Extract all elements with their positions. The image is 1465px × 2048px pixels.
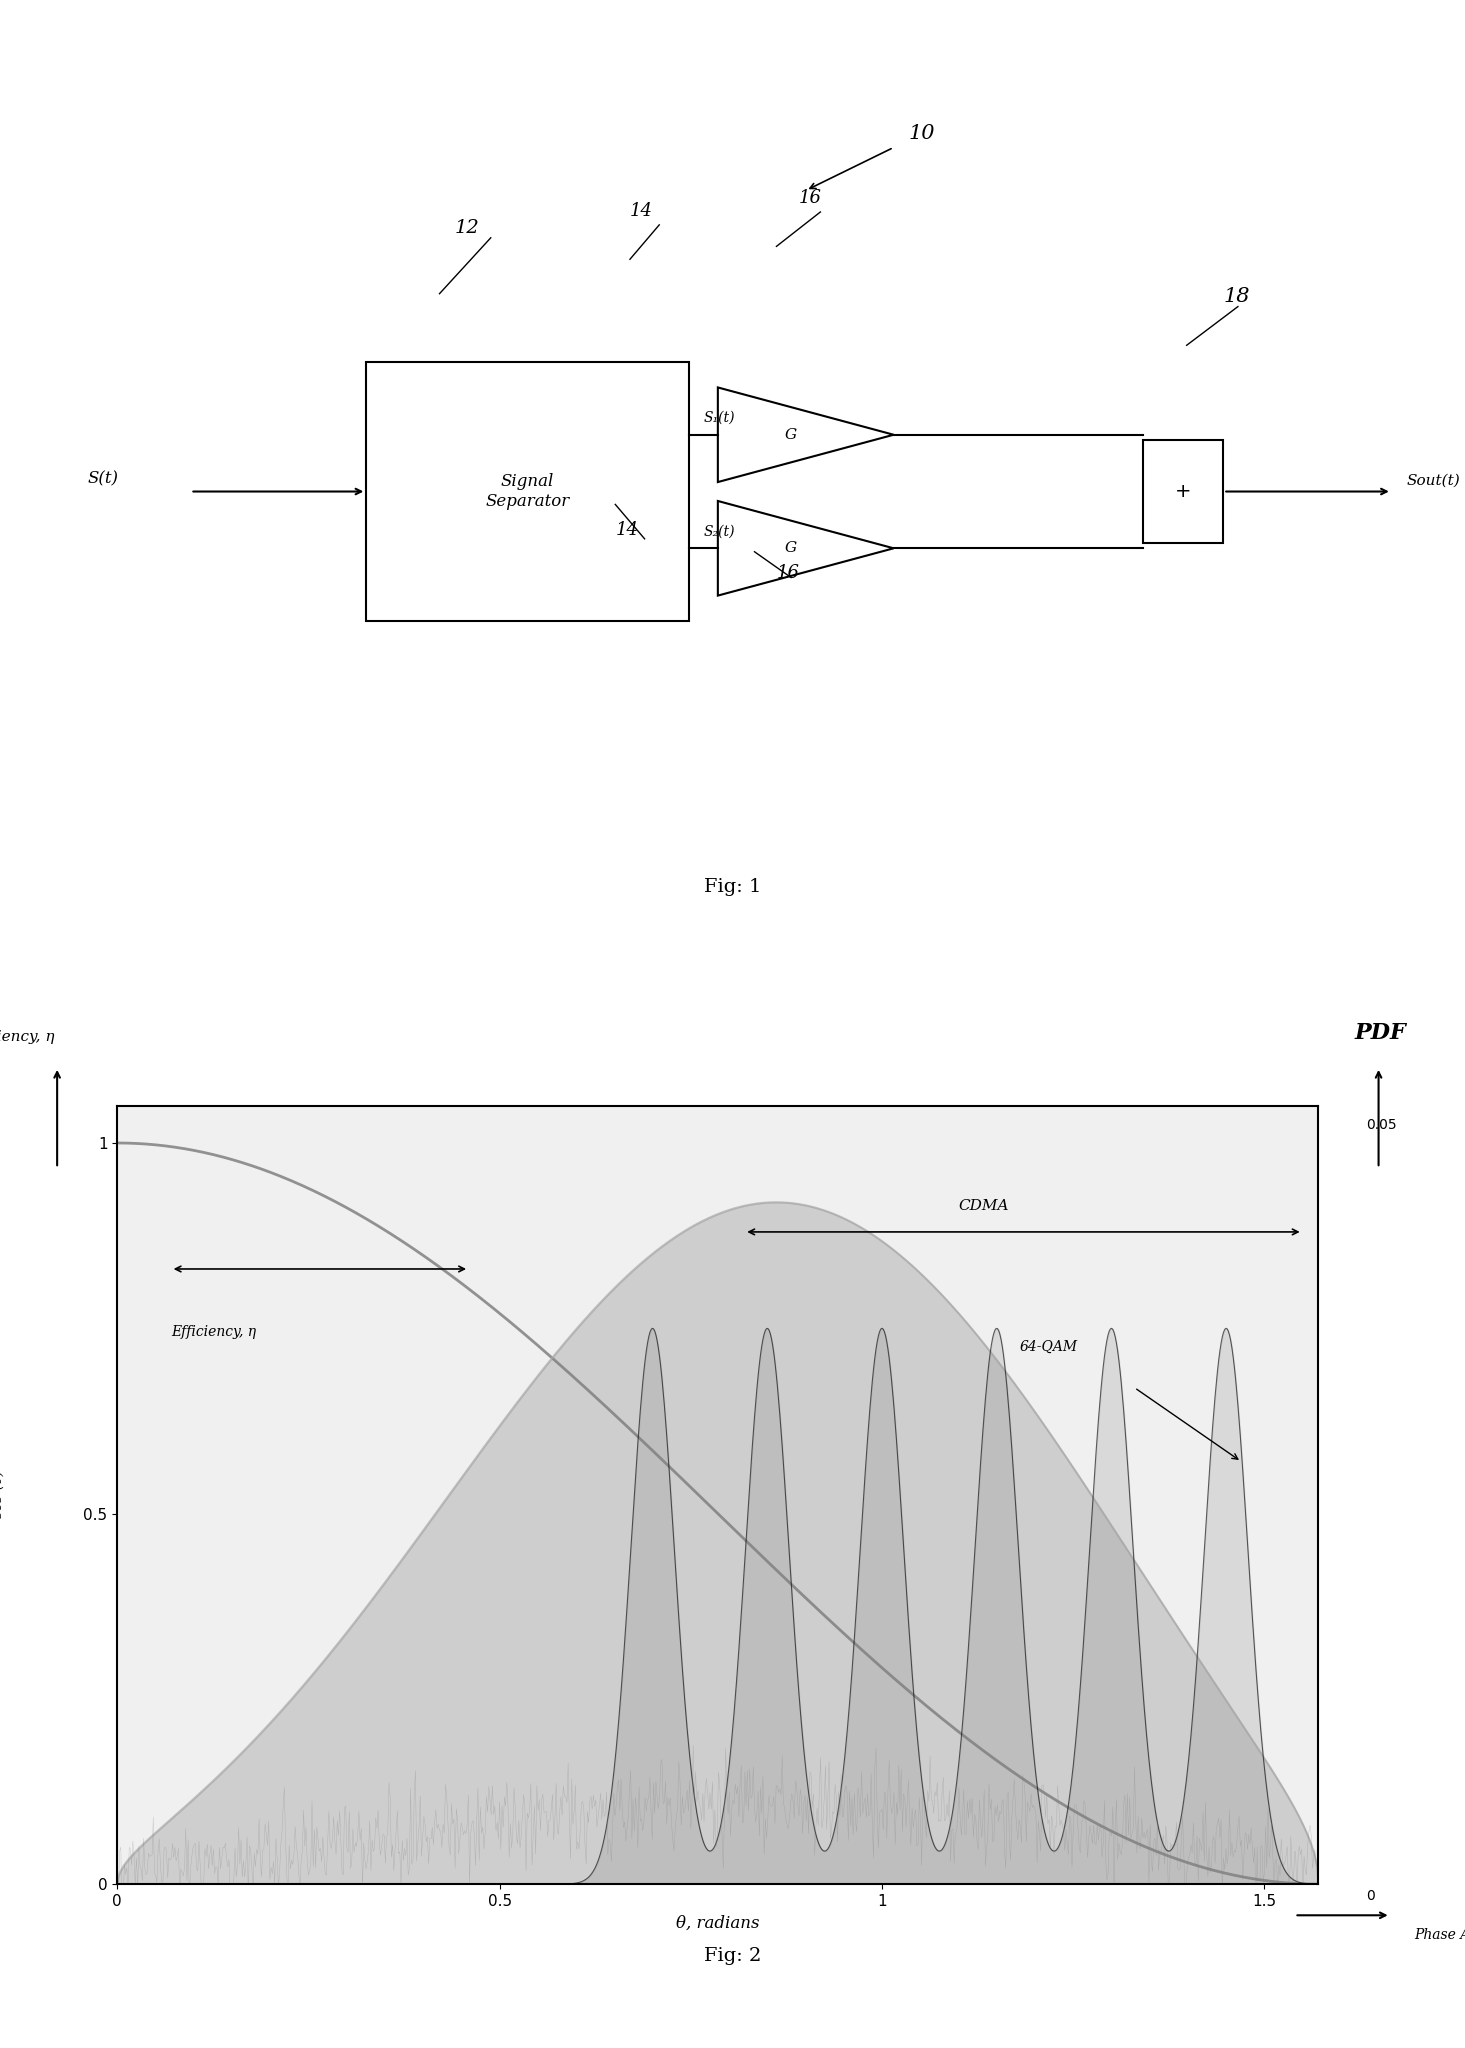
Text: 18: 18	[1223, 287, 1250, 307]
Text: CDMA: CDMA	[958, 1198, 1009, 1212]
Text: Phase Angle, θ: Phase Angle, θ	[1415, 1927, 1465, 1942]
Polygon shape	[718, 387, 894, 481]
Text: 64-QAM: 64-QAM	[1020, 1339, 1078, 1354]
Text: Cos²(θ): Cos²(θ)	[0, 1470, 4, 1520]
Text: 14: 14	[630, 203, 653, 221]
Text: Fig: 1: Fig: 1	[703, 879, 762, 897]
Text: Fig: 2: Fig: 2	[703, 1948, 762, 1964]
Text: Efficiency, η: Efficiency, η	[171, 1325, 256, 1339]
Text: S₂(t): S₂(t)	[703, 524, 735, 539]
Text: S₁(t): S₁(t)	[703, 412, 735, 424]
Text: S(t): S(t)	[86, 471, 119, 487]
Text: 12: 12	[454, 219, 479, 238]
Text: PDF: PDF	[1355, 1022, 1406, 1044]
Text: G: G	[785, 541, 797, 555]
Text: Signal
Separator: Signal Separator	[485, 473, 570, 510]
Text: 16: 16	[798, 188, 822, 207]
Text: 16: 16	[776, 563, 800, 582]
Text: Sout(t): Sout(t)	[1406, 473, 1461, 487]
Text: 0: 0	[1367, 1888, 1376, 1903]
Text: 10: 10	[908, 123, 935, 143]
Text: +: +	[1175, 481, 1191, 502]
Polygon shape	[718, 502, 894, 596]
Text: 14: 14	[615, 520, 639, 539]
Bar	[1143, 440, 1223, 543]
Text: G: G	[785, 428, 797, 442]
X-axis label: θ, radians: θ, radians	[677, 1915, 759, 1931]
Text: 0.05: 0.05	[1367, 1118, 1398, 1133]
Text: Efficiency, η: Efficiency, η	[0, 1030, 54, 1044]
Bar	[366, 362, 689, 621]
